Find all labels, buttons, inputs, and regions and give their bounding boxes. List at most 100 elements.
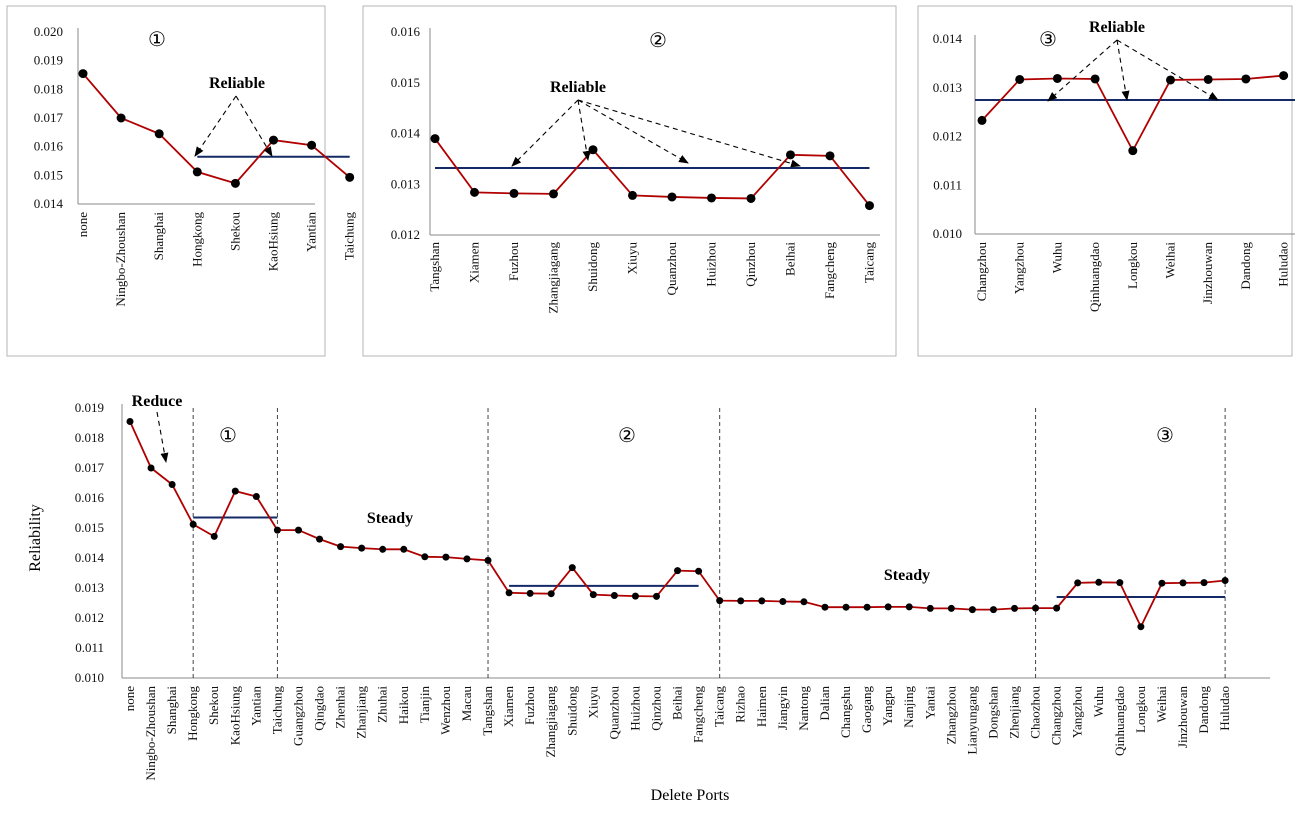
data-point xyxy=(345,172,355,182)
x-tick-label: Nantong xyxy=(796,686,811,731)
reliable-arrow-2b xyxy=(577,99,591,161)
x-tick-label: Shanghai xyxy=(151,212,166,261)
y-tick-label: 0.011 xyxy=(75,640,104,655)
main-region-label-1: ① xyxy=(219,425,237,447)
data-point xyxy=(905,603,913,611)
x-tick-label: Qingdao xyxy=(312,686,327,731)
data-point xyxy=(307,140,317,150)
data-point xyxy=(442,553,450,561)
x-tick-label: Shekou xyxy=(206,686,221,726)
x-tick-label: Wuhu xyxy=(1091,686,1106,718)
x-tick-label: Wenzhou xyxy=(438,686,453,735)
data-point xyxy=(1011,604,1019,612)
data-point xyxy=(430,134,440,144)
reliable-arrow-3c xyxy=(1116,39,1219,101)
data-point xyxy=(273,526,281,534)
data-point xyxy=(1032,604,1040,612)
data-point xyxy=(653,592,660,600)
data-point xyxy=(865,201,874,211)
main-steady-annotation-2: Steady xyxy=(884,567,930,584)
y-tick-label: 0.013 xyxy=(933,80,962,95)
data-point xyxy=(746,193,756,203)
data-point xyxy=(509,188,519,198)
x-tick-label: Rizhao xyxy=(733,686,748,723)
data-point xyxy=(1179,579,1187,587)
x-tick-label: Huizhou xyxy=(704,242,719,287)
data-point xyxy=(695,567,703,575)
x-tick-label: Huludao xyxy=(1217,686,1232,731)
panel-3-frame xyxy=(917,5,1293,357)
x-tick-label: Qinzhou xyxy=(649,686,664,731)
x-tick-label: Quanzhou xyxy=(664,242,679,296)
x-tick-label: Qinzhou xyxy=(743,242,758,287)
data-point xyxy=(231,487,239,495)
x-tick-label: Jiangyin xyxy=(775,686,790,731)
x-tick-label: Dalian xyxy=(817,686,832,721)
x-tick-label: Xiamen xyxy=(501,686,516,728)
x-tick-label: Taichung xyxy=(342,212,357,261)
y-tick-label: 0.017 xyxy=(75,460,105,475)
data-point xyxy=(1095,578,1103,586)
main-reduce-annotation: Reduce xyxy=(132,393,183,410)
y-tick-label: 0.018 xyxy=(75,430,104,445)
data-point xyxy=(863,603,871,611)
data-point xyxy=(716,597,724,605)
data-point xyxy=(154,129,164,139)
data-point xyxy=(1116,579,1124,587)
data-point xyxy=(230,178,240,188)
data-point xyxy=(926,604,934,612)
x-tick-label: Yangzhou xyxy=(1070,686,1085,739)
x-tick-label: Fuzhou xyxy=(522,686,537,726)
data-point xyxy=(379,545,387,553)
x-tick-label: Fangcheng xyxy=(691,686,706,744)
data-point xyxy=(1279,71,1289,81)
x-tick-label: Dandong xyxy=(1238,242,1253,290)
y-tick-label: 0.012 xyxy=(933,129,962,144)
x-tick-label: Yantian xyxy=(248,686,263,726)
data-point xyxy=(116,113,126,123)
reliability-series-line xyxy=(129,421,1226,629)
reduce-arrow xyxy=(156,411,169,463)
data-point xyxy=(269,135,278,145)
reliability-series-line xyxy=(82,72,351,185)
x-tick-label: Zhenhai xyxy=(333,686,348,729)
data-point xyxy=(126,418,134,425)
data-point xyxy=(358,544,366,552)
main-region-label-2: ② xyxy=(618,425,636,447)
reliable-arrow-2d xyxy=(577,99,801,168)
data-point xyxy=(1052,73,1062,83)
x-tick-label: Beihai xyxy=(783,242,798,276)
x-tick-label: Qinhuangdao xyxy=(1112,686,1127,756)
x-tick-label: Yangzhou xyxy=(1012,242,1027,295)
y-tick-label: 0.016 xyxy=(75,490,105,505)
data-point xyxy=(505,589,513,597)
y-tick-label: 0.011 xyxy=(933,177,962,192)
x-tick-label: Zhenjiang xyxy=(1007,686,1022,739)
x-tick-label: Taicang xyxy=(862,242,877,283)
x-tick-label: Nanjing xyxy=(901,686,916,728)
x-tick-label: Zhangzhou xyxy=(943,686,958,745)
x-tick-label: Guangzhou xyxy=(290,686,305,746)
x-tick-label: Changzhou xyxy=(1049,686,1064,746)
x-tick-label: Zhangjiagang xyxy=(546,242,561,314)
y-tick-label: 0.014 xyxy=(34,196,64,211)
data-point xyxy=(800,598,808,606)
data-point xyxy=(1221,577,1229,584)
panel-3-reliable-annotation: Reliable xyxy=(1089,19,1145,36)
panel-2-region-label: ② xyxy=(649,30,667,52)
data-point xyxy=(786,150,795,160)
x-tick-label: Yangpu xyxy=(880,686,895,726)
x-tick-label: Yantian xyxy=(304,212,319,252)
x-tick-label: Huludao xyxy=(1276,242,1291,287)
y-tick-label: 0.017 xyxy=(34,110,64,125)
data-point xyxy=(400,545,408,553)
reliability-series-line xyxy=(434,138,871,207)
x-tick-label: Tangshan xyxy=(480,686,495,736)
data-point xyxy=(316,535,324,543)
x-tick-label: Haimen xyxy=(754,686,769,728)
data-point xyxy=(252,493,260,500)
x-tick-label: Chaozhou xyxy=(1028,686,1043,739)
x-tick-label: Tianjin xyxy=(417,686,432,724)
data-point xyxy=(192,167,202,177)
